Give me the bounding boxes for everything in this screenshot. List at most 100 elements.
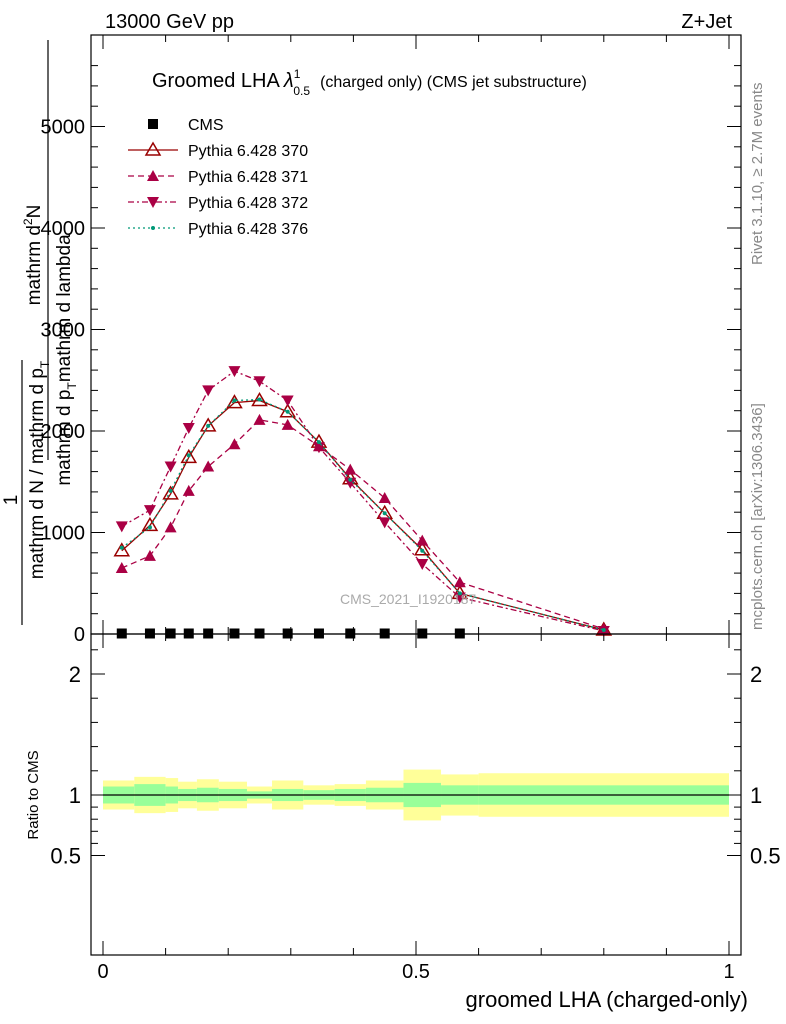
title-sup: 1 xyxy=(294,67,301,81)
series-2-point-2 xyxy=(164,521,177,533)
svg-text:mathrm d N / mathrm d pT: mathrm d N / mathrm d pT xyxy=(27,360,52,579)
series-1-point-0 xyxy=(113,542,131,557)
legend-label-0: CMS xyxy=(188,117,224,134)
series-1-point-3 xyxy=(180,448,198,464)
series-2-point-9 xyxy=(344,463,357,475)
series-line-3 xyxy=(121,370,604,632)
series-4-point-9 xyxy=(348,477,353,482)
series-4-point-11 xyxy=(420,548,425,553)
y-tick-label-0: 0 xyxy=(74,624,85,646)
ratio-plot: 0 0.5 1 0.5 0.5 1 1 2 2 xyxy=(50,633,781,983)
ylabel-top-num: mathrm d xyxy=(24,225,45,305)
rivet-label: Rivet 3.1.10, ≥ 2.7M events xyxy=(749,83,766,266)
series-4-point-1 xyxy=(147,525,152,530)
series-3-point-1 xyxy=(143,505,156,517)
legend-label-4: Pythia 6.428 376 xyxy=(188,221,308,238)
series-1-point-11 xyxy=(413,541,431,556)
series-3-point-4 xyxy=(202,385,215,397)
y-tick-label-5: 5000 xyxy=(41,117,86,139)
legend: CMS Pythia 6.428 370 Pythia 6.428 371 Pythi… xyxy=(128,117,308,238)
series-1-point-2 xyxy=(162,485,179,500)
title-sub: 0.5 xyxy=(293,84,310,98)
series-2-point-6 xyxy=(253,413,266,425)
ylabel-bottom-den: mathrm d N / mathrm d p xyxy=(27,368,48,579)
series-3-point-3 xyxy=(182,422,195,434)
series-2-point-5 xyxy=(228,438,241,450)
watermark: CMS_2021_I1920187 xyxy=(340,591,476,607)
y-tick-label-4: 4000 xyxy=(41,218,86,240)
ratio-ylabel: Ratio to CMS xyxy=(25,750,42,839)
svg-text:mathrm d2N: mathrm d2N xyxy=(21,205,45,306)
ylabel-top-den-sub: T xyxy=(65,382,79,390)
legend-label-3: Pythia 6.428 372 xyxy=(188,195,308,212)
title-rest: (charged only) (CMS jet substructure) xyxy=(320,74,587,91)
header-left: 13000 GeV pp xyxy=(105,11,234,33)
series-3-point-5 xyxy=(228,366,241,378)
ratio-tick-label-right-1: 1 xyxy=(750,783,762,808)
series-4-point-5 xyxy=(232,398,237,403)
ylabel-top-sup: 2 xyxy=(21,218,35,225)
legend-label-1: Pythia 6.428 370 xyxy=(188,143,308,160)
x-tick-label-2: 1 xyxy=(723,961,734,983)
y-tick-label-3: 3000 xyxy=(41,320,86,342)
ratio-tick-label-right-0: 0.5 xyxy=(750,844,781,869)
legend-label-2: Pythia 6.428 371 xyxy=(188,169,308,186)
series-3-point-9 xyxy=(344,477,357,489)
ratio-tick-label-1: 1 xyxy=(69,783,81,808)
series-4-point-4 xyxy=(206,423,211,428)
series-3-point-0 xyxy=(115,521,128,533)
y-tick-label-1: 1000 xyxy=(41,523,86,545)
title-main: Groomed LHA xyxy=(152,70,280,92)
ylabel-bottom-num: 1 xyxy=(1,495,22,506)
series-2-point-3 xyxy=(182,484,195,496)
legend-marker-2 xyxy=(147,170,159,181)
series-2-point-10 xyxy=(378,491,391,503)
ylabel-bottom-den-sub: T xyxy=(38,360,52,368)
ylabel-top-N: N xyxy=(24,205,45,219)
series-4 xyxy=(119,397,606,632)
plot-title: Groomed LHA λ1 0.5 (charged only) (CMS jet … xyxy=(152,67,587,98)
legend-marker-4 xyxy=(151,226,155,230)
main-plot: 0 1000 2000 3000 4000 5000 xyxy=(41,34,742,646)
series-4-point-3 xyxy=(186,453,191,458)
x-tick-label-1: 0.5 xyxy=(402,961,430,983)
x-axis-label: groomed LHA (charged-only) xyxy=(466,987,748,1012)
legend-marker-1 xyxy=(144,141,162,156)
mcplots-label: mcplots.cern.ch [arXiv:1306.3436] xyxy=(749,403,766,630)
series-4-point-6 xyxy=(257,397,262,402)
series-2-point-12 xyxy=(453,576,466,588)
main-ylabel: mathrm d2N mathrm d pTmathrm d lambda 1 … xyxy=(1,40,79,625)
series-2-point-4 xyxy=(202,460,215,472)
ratio-tick-label-0: 0.5 xyxy=(50,844,81,869)
series-1-point-5 xyxy=(226,394,243,409)
series-3-point-12 xyxy=(453,592,466,604)
series-1-point-6 xyxy=(251,392,268,407)
series-4-point-12 xyxy=(457,591,462,596)
series-1-point-1 xyxy=(141,516,159,532)
series-3-point-7 xyxy=(281,395,294,407)
series-3-point-2 xyxy=(164,461,177,473)
series-4-point-8 xyxy=(316,440,321,445)
ratio-tick-label-right-2: 2 xyxy=(750,662,762,687)
ylabel-top-den: mathrm d p xyxy=(54,390,75,486)
series-2-point-1 xyxy=(143,549,156,561)
header-right: Z+Jet xyxy=(681,11,732,33)
series-4-point-7 xyxy=(285,409,290,414)
series-line-2 xyxy=(121,419,605,630)
svg-text:mathrm d pTmathrm d lambda: mathrm d pTmathrm d lambda xyxy=(54,234,79,486)
series-4-point-2 xyxy=(168,488,173,493)
y-tick-label-2: 2000 xyxy=(41,421,86,443)
x-tick-label-0: 0 xyxy=(97,961,108,983)
series-3-point-6 xyxy=(253,376,266,388)
series-3-point-10 xyxy=(378,517,391,529)
ratio-tick-label-2: 2 xyxy=(69,662,81,687)
series-4-point-13 xyxy=(601,627,606,632)
legend-marker-3 xyxy=(147,197,159,208)
series-2-point-0 xyxy=(115,562,128,574)
series-1-point-4 xyxy=(199,417,217,432)
title-sym: λ xyxy=(283,70,294,92)
series-3-point-11 xyxy=(416,558,429,570)
series-2-point-11 xyxy=(416,534,429,546)
series-4-point-10 xyxy=(382,511,387,516)
